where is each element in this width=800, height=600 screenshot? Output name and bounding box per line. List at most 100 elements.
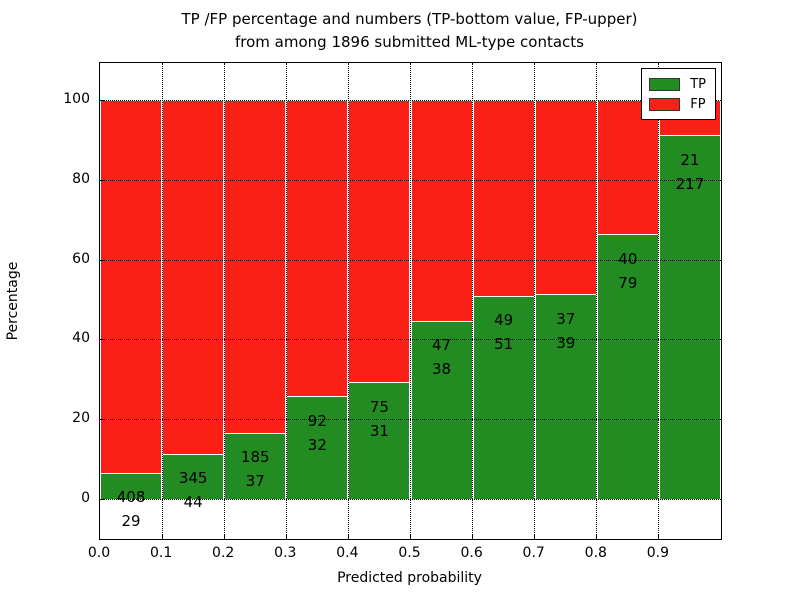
legend: TP FP <box>641 68 716 120</box>
vertical-gridline <box>472 63 474 539</box>
chart-title-line1: TP /FP percentage and numbers (TP-bottom… <box>181 10 638 28</box>
fp-bar-segment <box>100 100 163 473</box>
stacked-bar <box>596 100 659 499</box>
horizontal-gridline <box>100 419 721 421</box>
x-tick-label: 0.5 <box>398 545 421 561</box>
vertical-gridline <box>223 63 225 539</box>
chart-title-line2: from among 1896 submitted ML-type contac… <box>235 33 584 51</box>
horizontal-gridline <box>100 259 721 261</box>
x-tick-label: 0.2 <box>212 545 235 561</box>
chart-title: TP /FP percentage and numbers (TP-bottom… <box>99 8 720 54</box>
tp-count-label: 38 <box>432 360 452 379</box>
x-tick-mark <box>658 534 660 539</box>
x-tick-label: 0.6 <box>460 545 483 561</box>
x-tick-label: 0.8 <box>584 545 607 561</box>
tp-bar-segment <box>286 396 349 499</box>
fp-count-label: 408 <box>116 488 146 507</box>
tp-bar-segment <box>224 432 287 499</box>
fp-bar-segment <box>534 100 597 295</box>
tp-bar-segment <box>596 234 659 499</box>
x-tick-mark <box>472 534 474 539</box>
stacked-bar <box>472 100 535 499</box>
x-tick-mark <box>161 534 163 539</box>
stacked-bar <box>348 100 411 499</box>
fp-count-label: 92 <box>307 411 327 430</box>
stacked-bar <box>224 100 287 499</box>
x-axis-label: Predicted probability <box>337 570 482 586</box>
horizontal-gridline <box>100 339 721 341</box>
vertical-gridline <box>534 63 536 539</box>
x-tick-mark <box>223 534 225 539</box>
stacked-bar <box>534 100 597 499</box>
y-tick-label: 100 <box>63 91 90 107</box>
tp-color-swatch <box>649 77 681 91</box>
tp-count-label: 37 <box>245 472 265 490</box>
horizontal-gridline <box>100 179 721 181</box>
tp-count-label: 32 <box>307 435 327 454</box>
tp-count-label: 51 <box>494 335 514 353</box>
x-tick-mark <box>596 534 598 539</box>
fp-count-label: 185 <box>240 448 270 466</box>
fp-bar-segment <box>596 100 659 235</box>
tp-count-label: 31 <box>369 421 389 440</box>
tp-bar-segment <box>348 382 411 499</box>
vertical-gridline <box>347 63 349 539</box>
tp-bar-segment <box>410 320 473 499</box>
fp-count-label: 40 <box>618 249 638 268</box>
y-tick-label: 40 <box>72 330 90 347</box>
vertical-gridline <box>285 63 287 539</box>
y-tick-label: 60 <box>72 250 90 267</box>
x-tick-mark <box>410 534 411 539</box>
stacked-bar <box>410 100 473 499</box>
legend-entry-tp: TP <box>649 74 706 94</box>
fp-count-label: 37 <box>556 309 576 328</box>
fp-count-label: 21 <box>680 150 700 169</box>
fp-bar-segment <box>286 100 349 397</box>
x-tick-label: 0.9 <box>646 545 670 561</box>
stacked-bar <box>100 100 163 499</box>
tp-count-label: 79 <box>618 273 638 292</box>
x-tick-label: 0.1 <box>149 545 173 561</box>
y-tick-label: 0 <box>81 490 90 506</box>
tp-count-label: 44 <box>183 493 203 512</box>
y-tick-mark <box>100 179 105 181</box>
x-tick-mark <box>347 534 349 539</box>
y-axis-label: Percentage <box>5 261 21 341</box>
vertical-gridline <box>410 63 411 539</box>
vertical-gridline <box>658 63 660 539</box>
y-tick-label: 20 <box>72 410 90 427</box>
y-tick-mark <box>100 499 105 500</box>
fp-bar-segment <box>162 100 225 454</box>
tp-bar-segment <box>162 453 225 499</box>
fp-bar-segment <box>410 100 473 321</box>
vertical-gridline <box>161 63 163 539</box>
tp-bar-segment <box>100 472 163 499</box>
vertical-gridline <box>596 63 598 539</box>
y-tick-mark <box>100 419 105 421</box>
tp-count-label: 39 <box>556 333 576 352</box>
tp-count-label: 29 <box>121 512 141 531</box>
y-tick-label: 80 <box>72 170 90 187</box>
legend-label-tp: TP <box>690 76 706 92</box>
y-tick-mark <box>100 100 105 101</box>
x-tick-label: 0.7 <box>522 545 545 561</box>
tp-bar-segment <box>534 294 597 499</box>
fp-color-swatch <box>649 97 681 111</box>
plot-area: 408 29 345 44 185 37 92 32 75 31 47 38 49 51 37 39 40 79 2… <box>99 62 722 540</box>
stacked-bar <box>286 100 349 499</box>
tp-count-label: 217 <box>675 174 705 193</box>
fp-count-label: 345 <box>178 469 208 488</box>
tp-bar-segment <box>658 135 721 499</box>
y-tick-mark <box>100 339 105 341</box>
fp-bar-segment <box>472 100 535 296</box>
stacked-bar <box>162 100 225 499</box>
tp-bar-segment <box>472 295 535 499</box>
fp-count-label: 75 <box>369 397 389 416</box>
horizontal-gridline <box>100 499 721 500</box>
fp-count-label: 47 <box>432 336 452 355</box>
x-tick-label: 0.0 <box>87 545 111 561</box>
legend-entry-fp: FP <box>649 94 706 114</box>
legend-label-fp: FP <box>690 96 706 112</box>
x-tick-mark <box>285 534 287 539</box>
